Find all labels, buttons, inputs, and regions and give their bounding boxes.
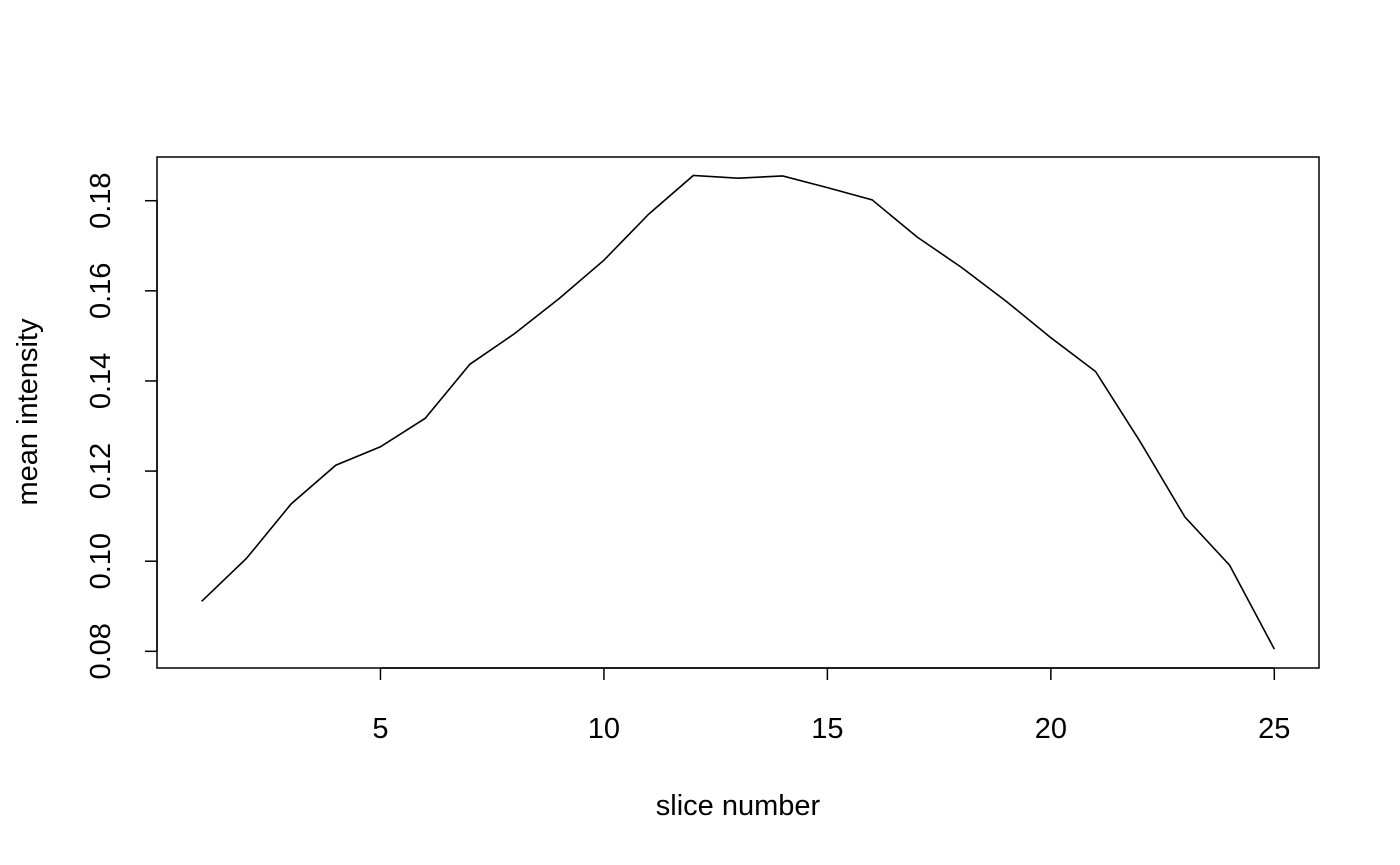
- x-tick-label: 15: [811, 713, 843, 745]
- y-tick-label: 0.10: [85, 533, 117, 589]
- y-tick-label: 0.16: [85, 263, 117, 319]
- y-tick-label: 0.12: [85, 443, 117, 499]
- x-axis-label: slice number: [656, 790, 821, 822]
- x-tick-label: 5: [372, 713, 388, 745]
- y-axis-label: mean intensity: [12, 318, 44, 505]
- x-tick-label: 25: [1258, 713, 1290, 745]
- y-tick-label: 0.14: [85, 353, 117, 409]
- x-tick-label: 10: [588, 713, 620, 745]
- x-tick-label: 20: [1035, 713, 1067, 745]
- y-axis: 0.08 0.10 0.12 0.14 0.16 0.18: [85, 172, 158, 680]
- y-tick-label: 0.08: [85, 623, 117, 679]
- x-axis: 5 10 15 20 25: [372, 667, 1290, 745]
- plot-frame: [156, 156, 1320, 669]
- series-line: [201, 174, 1276, 650]
- y-tick-label: 0.18: [85, 172, 117, 228]
